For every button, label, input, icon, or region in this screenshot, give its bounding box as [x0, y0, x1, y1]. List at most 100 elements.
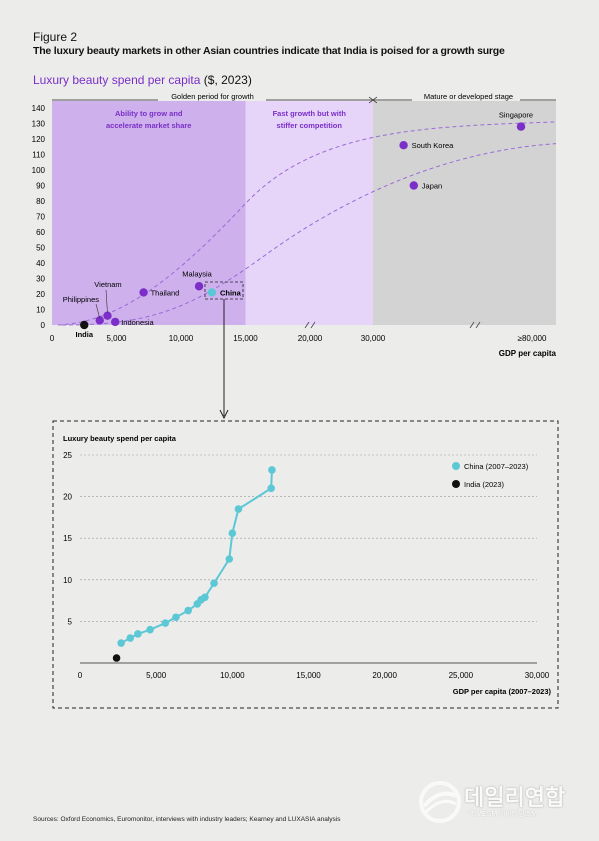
y-tick-label: 90	[36, 182, 45, 191]
inset-y-tick: 10	[63, 576, 72, 585]
inset-y-axis-title: Luxury beauty spend per capita	[63, 434, 177, 443]
legend-india-swatch	[452, 480, 460, 488]
x-tick-label: 0	[50, 334, 55, 343]
axis-break-mark	[475, 321, 481, 329]
point-malaysia	[194, 282, 204, 291]
chart-subtitle: Luxury beauty spend per capita ($, 2023)	[33, 73, 252, 87]
zone-golden-early	[52, 101, 246, 325]
point-indonesia	[111, 317, 120, 327]
zoom-arrow	[219, 409, 229, 420]
trend-curve-lower	[61, 143, 557, 326]
china-point	[161, 619, 170, 627]
inset-x-tick: 15,000	[296, 671, 321, 680]
figure-title: The luxury beauty markets in other Asian…	[33, 45, 505, 57]
inset-x-axis-title: GDP per capita (2007–2023)	[453, 687, 552, 696]
watermark-korean: 데일리연합	[464, 785, 566, 810]
watermark-english: iTIMESM 아이타임즈M	[468, 811, 538, 818]
y-tick-label: 120	[32, 135, 46, 144]
china-point	[201, 593, 209, 602]
inset-x-tick: 30,000	[525, 671, 550, 680]
point-japan	[409, 181, 418, 190]
zone-label-fast-line: stiffer competition	[277, 121, 343, 130]
point-south-korea	[399, 141, 408, 150]
china-point	[268, 466, 276, 474]
china-point	[117, 639, 125, 647]
point-label: Philippines	[63, 295, 100, 304]
y-tick-label: 100	[32, 166, 46, 175]
inset-x-tick: 5,000	[146, 671, 167, 680]
point-label: Japan	[422, 182, 442, 191]
y-tick-label: 30	[36, 275, 45, 284]
china-point	[126, 634, 135, 642]
china-point	[234, 505, 243, 513]
x-tick-label: 10,000	[169, 334, 194, 343]
y-tick-label: 0	[41, 321, 46, 330]
x-tick-label: 15,000	[233, 334, 258, 343]
point-vietnam	[103, 311, 112, 320]
inset-x-tick: 25,000	[449, 671, 474, 680]
golden-range-label-bg	[158, 91, 266, 101]
axis-break-mark	[304, 321, 310, 329]
point-label: China	[220, 288, 242, 297]
y-tick-label: 80	[36, 197, 45, 206]
source-note: Sources: Oxford Economics, Euromonitor, …	[33, 816, 341, 823]
legend-india-label: India (2023)	[464, 480, 505, 489]
x-axis-title: GDP per capita	[499, 349, 557, 358]
point-singapore	[516, 122, 526, 131]
watermark-logo: 데일리연합 iTIMESM 아이타임즈M	[418, 780, 578, 825]
inset-y-tick: 20	[63, 493, 72, 502]
point-label: Indonesia	[121, 318, 154, 327]
point-label: Vietnam	[94, 280, 121, 289]
axis-break-mark	[310, 321, 316, 329]
china-point	[172, 613, 180, 622]
point-thailand	[139, 288, 148, 297]
watermark-globe-icon	[419, 781, 461, 823]
point-label: Singapore	[499, 111, 533, 120]
mature-range-label: Mature or developed stage	[424, 92, 513, 101]
china-point	[225, 555, 234, 563]
y-tick-label: 40	[36, 259, 45, 268]
y-tick-label: 60	[36, 228, 45, 237]
china-point	[134, 630, 142, 638]
zone-label-ability-line: accelerate market share	[106, 121, 191, 130]
legend-china-swatch	[452, 462, 460, 470]
china-zoom-box	[204, 281, 244, 300]
mature-range-arrow	[372, 96, 378, 104]
subtitle-unit: ($, 2023)	[203, 73, 252, 87]
point-india	[80, 320, 89, 330]
point-china	[207, 288, 217, 297]
y-tick-label: 140	[32, 104, 46, 113]
y-tick-label: 10	[36, 306, 45, 315]
y-tick-label: 70	[36, 213, 45, 222]
china-point	[146, 625, 154, 634]
zone-label-ability-line: Ability to grow and	[115, 109, 183, 118]
china-point	[184, 606, 192, 615]
zone-golden-fast	[245, 101, 373, 325]
inset-y-tick: 25	[63, 451, 72, 460]
x-tick-label: 20,000	[298, 334, 323, 343]
y-tick-label: 110	[32, 151, 45, 160]
x-tick-label: 5,000	[106, 334, 127, 343]
golden-range-label: Golden period for growth	[171, 92, 254, 101]
y-tick-label: 20	[36, 290, 45, 299]
leader-vietnam	[105, 289, 108, 313]
mature-range-label-bg	[412, 91, 520, 101]
india-point	[112, 654, 121, 662]
china-point	[228, 529, 237, 538]
point-philippines	[95, 316, 104, 325]
china-series-line	[120, 469, 273, 644]
inset-y-tick: 5	[68, 617, 73, 626]
zone-label-fast-line: Fast growth but with	[273, 109, 347, 118]
y-tick-label: 50	[36, 244, 45, 253]
point-label: India	[75, 330, 93, 339]
leader-philippines	[95, 303, 101, 319]
point-label: Malaysia	[182, 269, 212, 278]
point-label: Thailand	[151, 288, 180, 297]
china-point	[210, 579, 218, 587]
inset-x-tick: 10,000	[220, 671, 245, 680]
inset-y-tick: 15	[63, 534, 72, 543]
y-tick-label: 130	[32, 120, 46, 129]
point-label: South Korea	[412, 141, 455, 150]
zone-mature	[373, 101, 556, 325]
